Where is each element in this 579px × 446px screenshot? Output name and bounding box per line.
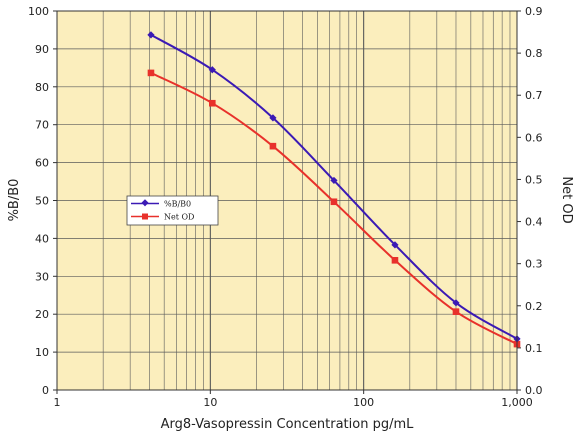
series-point-1 bbox=[269, 142, 277, 150]
legend-marker-1 bbox=[142, 213, 148, 220]
y-tick-label: 10 bbox=[35, 346, 49, 359]
series-point-1 bbox=[452, 308, 460, 315]
y-tick-label: 50 bbox=[35, 195, 49, 208]
series-point-0 bbox=[147, 31, 155, 39]
y2-tick-label: 0.9 bbox=[525, 5, 543, 18]
legend-box bbox=[126, 195, 219, 226]
series-point-1 bbox=[147, 69, 155, 77]
y2-axis-title: Net OD bbox=[559, 176, 574, 223]
x-axis-ticks: 1 10 100 1,000 bbox=[54, 390, 533, 409]
series-point-1 bbox=[391, 256, 399, 264]
series-point-0 bbox=[452, 299, 460, 307]
x-tick-label: 1 bbox=[54, 396, 61, 409]
y2-tick-label: 0.5 bbox=[525, 173, 543, 186]
y-tick-label: 80 bbox=[35, 81, 49, 94]
x-axis-title: Arg8-Vasopressin Concentration pg/mL bbox=[161, 417, 415, 432]
y2-tick-label: 0.2 bbox=[525, 300, 543, 313]
series-point-1 bbox=[330, 198, 338, 206]
plot-border bbox=[56, 10, 518, 391]
series-point-0 bbox=[208, 66, 216, 74]
y2-tick-label: 0.4 bbox=[525, 216, 543, 229]
y-tick-label: 90 bbox=[35, 43, 49, 56]
series-point-0 bbox=[269, 114, 277, 122]
y2-tick-label: 0.7 bbox=[525, 89, 543, 102]
legend-marker-0 bbox=[141, 199, 149, 207]
y-tick-label: 60 bbox=[35, 157, 49, 170]
x-tick-label: 10 bbox=[203, 396, 217, 409]
legend-label-1: Net OD bbox=[164, 213, 194, 222]
x-tick-label: 1,000 bbox=[501, 396, 533, 409]
y2-axis-ticks: 0.0 0.1 0.2 0.3 0.4 0.5 0.6 0.7 0.8 0.9 bbox=[517, 5, 543, 397]
series-point-0 bbox=[391, 241, 399, 249]
y-tick-label: 0 bbox=[42, 384, 49, 397]
y-tick-label: 20 bbox=[35, 308, 49, 321]
legend: %B/B0 Net OD bbox=[126, 195, 219, 226]
series-point-0 bbox=[330, 176, 338, 185]
y-axis-title: %B/B0 bbox=[7, 179, 22, 222]
series-point-1 bbox=[209, 99, 216, 107]
y-tick-label: 100 bbox=[28, 5, 49, 18]
series-layer bbox=[147, 31, 521, 348]
y2-tick-label: 0.0 bbox=[525, 384, 543, 397]
y-tick-label: 30 bbox=[35, 270, 49, 283]
y-tick-label: 40 bbox=[35, 232, 49, 245]
y-tick-label: 70 bbox=[35, 119, 49, 132]
y2-tick-label: 0.1 bbox=[525, 342, 543, 355]
x-tick-label: 100 bbox=[353, 396, 374, 409]
y2-tick-label: 0.6 bbox=[525, 131, 543, 144]
y-axis-ticks: 0 10 20 30 40 50 60 70 80 90 100 bbox=[28, 5, 57, 397]
y2-tick-label: 0.3 bbox=[525, 258, 543, 271]
y2-tick-label: 0.8 bbox=[525, 47, 543, 60]
legend-label-0: %B/B0 bbox=[164, 200, 191, 209]
